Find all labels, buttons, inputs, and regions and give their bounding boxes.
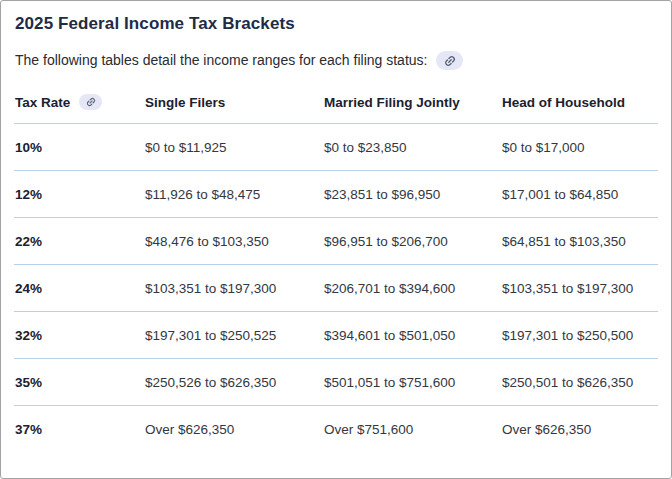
single-filers-cell: $103,351 to $197,300 <box>144 281 323 296</box>
table-header-row: Tax Rate Single Filers Married Filing Jo… <box>14 71 658 124</box>
table-row: 24% $103,351 to $197,300 $206,701 to $39… <box>14 265 658 312</box>
tax-brackets-table: Tax Rate Single Filers Married Filing Jo… <box>14 71 658 453</box>
column-header-tax-rate: Tax Rate <box>14 94 144 110</box>
column-header-head-of-household: Head of Household <box>501 95 658 110</box>
link-icon <box>444 55 456 67</box>
table-row: 32% $197,301 to $250,525 $394,601 to $50… <box>14 312 658 359</box>
married-filing-jointly-cell: $23,851 to $96,950 <box>323 187 501 202</box>
table-row: 22% $48,476 to $103,350 $96,951 to $206,… <box>14 218 658 265</box>
married-filing-jointly-cell: Over $751,600 <box>323 422 501 437</box>
table-row: 35% $250,526 to $626,350 $501,051 to $75… <box>14 359 658 406</box>
tax-rate-cell: 22% <box>14 234 144 249</box>
head-of-household-cell: $197,301 to $250,500 <box>501 328 658 343</box>
married-filing-jointly-cell: $394,601 to $501,050 <box>323 328 501 343</box>
page-title: 2025 Federal Income Tax Brackets <box>15 13 657 35</box>
tax-rate-cell: 12% <box>14 187 144 202</box>
tax-rate-cell: 37% <box>14 422 144 437</box>
table-row: 10% $0 to $11,925 $0 to $23,850 $0 to $1… <box>14 124 658 171</box>
tax-rate-cell: 32% <box>14 328 144 343</box>
head-of-household-cell: $250,501 to $626,350 <box>501 375 658 390</box>
tax-rate-cell: 10% <box>14 140 144 155</box>
married-filing-jointly-cell: $96,951 to $206,700 <box>323 234 501 249</box>
table-row: 37% Over $626,350 Over $751,600 Over $62… <box>14 406 658 453</box>
single-filers-cell: $11,926 to $48,475 <box>144 187 323 202</box>
head-of-household-cell: Over $626,350 <box>501 422 658 437</box>
single-filers-cell: $250,526 to $626,350 <box>144 375 323 390</box>
tax-rate-cell: 24% <box>14 281 144 296</box>
column-header-single-filers: Single Filers <box>144 95 323 110</box>
tax-rate-anchor-link-button[interactable] <box>79 94 102 110</box>
married-filing-jointly-cell: $206,701 to $394,600 <box>323 281 501 296</box>
single-filers-cell: $0 to $11,925 <box>144 140 323 155</box>
married-filing-jointly-cell: $501,051 to $751,600 <box>323 375 501 390</box>
single-filers-cell: $197,301 to $250,525 <box>144 328 323 343</box>
column-header-married-filing-jointly: Married Filing Jointly <box>323 95 501 110</box>
single-filers-cell: $48,476 to $103,350 <box>144 234 323 249</box>
tax-brackets-card: 2025 Federal Income Tax Brackets The fol… <box>0 0 672 479</box>
head-of-household-cell: $17,001 to $64,850 <box>501 187 658 202</box>
married-filing-jointly-cell: $0 to $23,850 <box>323 140 501 155</box>
link-icon <box>86 97 96 107</box>
subtitle-row: The following tables detail the income r… <box>15 50 657 71</box>
subtitle-text: The following tables detail the income r… <box>15 50 427 71</box>
head-of-household-cell: $64,851 to $103,350 <box>501 234 658 249</box>
head-of-household-cell: $0 to $17,000 <box>501 140 658 155</box>
head-of-household-cell: $103,351 to $197,300 <box>501 281 658 296</box>
table-row: 12% $11,926 to $48,475 $23,851 to $96,95… <box>14 171 658 218</box>
tax-rate-cell: 35% <box>14 375 144 390</box>
subtitle-anchor-link-button[interactable] <box>436 51 463 70</box>
single-filers-cell: Over $626,350 <box>144 422 323 437</box>
